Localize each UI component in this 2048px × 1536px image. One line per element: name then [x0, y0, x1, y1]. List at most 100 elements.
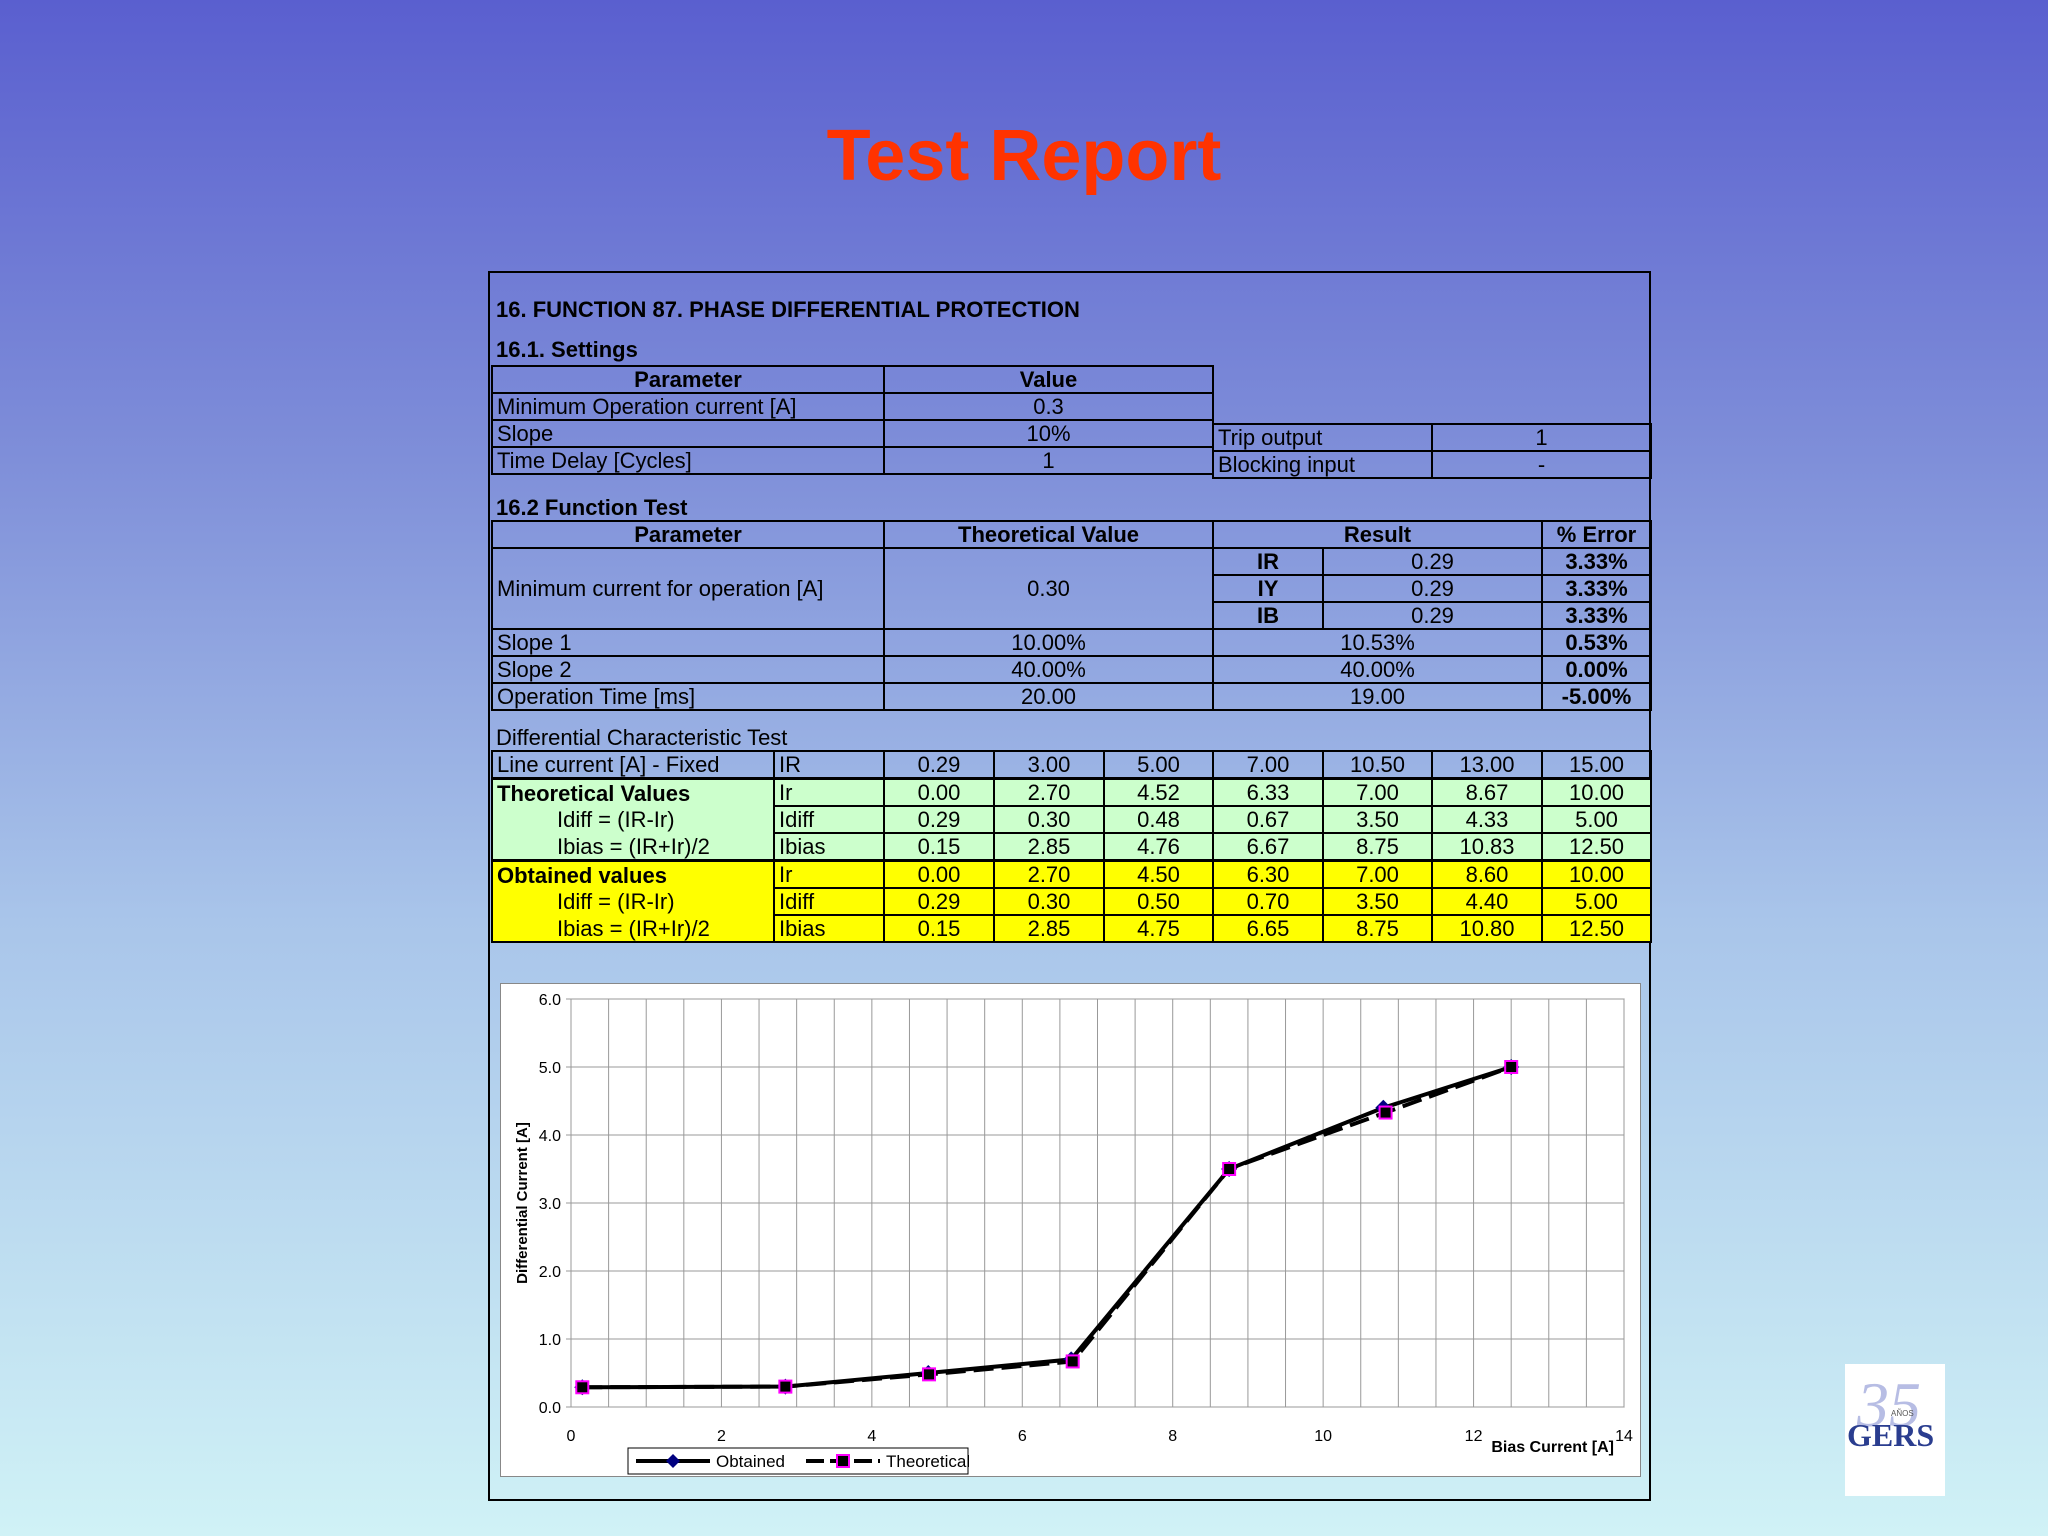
ft-error: 0.53% — [1541, 628, 1653, 657]
ft-header-error: % Error — [1541, 520, 1653, 549]
phase-result: 0.29 — [1322, 574, 1544, 603]
theoretical-value: 0.30 — [993, 805, 1105, 834]
x-tick-label: 12 — [1465, 1428, 1483, 1445]
ft-result: 10.53% — [1212, 628, 1544, 657]
obtained-value: 3.50 — [1322, 887, 1433, 916]
ft-error: -5.00% — [1541, 682, 1653, 711]
phase-result: 0.29 — [1322, 547, 1544, 576]
obtained-value: 6.30 — [1212, 859, 1324, 889]
settings-header-value: Value — [883, 365, 1214, 394]
line-current-value: 15.00 — [1540, 750, 1653, 780]
x-tick-label: 10 — [1314, 1428, 1332, 1445]
phase-label: IR — [1212, 547, 1325, 576]
phase-error: 3.33% — [1541, 601, 1653, 630]
phase-error: 3.33% — [1541, 547, 1653, 576]
obtained-value: 8.75 — [1322, 914, 1433, 943]
obtained-formula-idiff: Idiff = (IR-Ir) — [491, 888, 775, 915]
legend-label-obtained: Obtained — [716, 1452, 785, 1471]
theoretical-value: 7.00 — [1322, 777, 1433, 807]
ft-header-parameter: Parameter — [490, 520, 886, 549]
blocking-input-label: Blocking input — [1212, 450, 1433, 479]
theoretical-value: 8.67 — [1431, 777, 1543, 807]
theoretical-value: 0.29 — [883, 805, 995, 834]
obtained-value: 0.29 — [883, 887, 995, 916]
theoretical-formula-ibias: Ibias = (IR+Ir)/2 — [491, 833, 775, 862]
theoretical-value: 0.00 — [883, 777, 995, 807]
theoretical-row-key: Ir — [773, 777, 885, 807]
y-tick-label: 4.0 — [539, 1128, 561, 1145]
ft-result: 40.00% — [1212, 655, 1544, 684]
settings-param: Minimum Operation current [A] — [491, 392, 885, 421]
y-tick-label: 2.0 — [539, 1264, 561, 1281]
x-tick-label: 2 — [717, 1428, 726, 1445]
ft-param: Slope 2 — [490, 655, 886, 684]
settings-heading: 16.1. Settings — [496, 337, 638, 362]
line-current-value: 7.00 — [1212, 750, 1324, 780]
trip-output-label: Trip output — [1212, 423, 1433, 452]
phase-result: 0.29 — [1322, 601, 1544, 630]
data-point-theoretical — [1504, 1060, 1519, 1074]
obtained-row-key: Ibias — [773, 914, 885, 943]
legend-label-theoretical: Theoretical — [886, 1452, 970, 1471]
phase-error: 3.33% — [1541, 574, 1653, 603]
obtained-value: 0.00 — [883, 859, 995, 889]
characteristic-chart: 0.0 1.0 2.0 3.0 4.0 5.0 6.0 0 2 4 6 8 10 12 14 Differen… — [500, 983, 1641, 1477]
theoretical-value: 4.76 — [1103, 832, 1214, 862]
theoretical-value: 12.50 — [1540, 832, 1653, 862]
obtained-value: 10.80 — [1431, 914, 1543, 943]
x-tick-label: 4 — [867, 1428, 876, 1445]
line-current-value: 13.00 — [1431, 750, 1543, 780]
characteristic-heading: Differential Characteristic Test — [492, 725, 1652, 752]
obtained-value: 2.70 — [993, 859, 1105, 889]
settings-param: Time Delay [Cycles] — [491, 446, 885, 475]
ft-theoretical: 40.00% — [883, 655, 1215, 684]
obtained-value: 7.00 — [1322, 859, 1433, 889]
ft-header-theoretical: Theoretical Value — [883, 520, 1215, 549]
obtained-value: 2.85 — [993, 914, 1105, 943]
theoretical-value: 10.83 — [1431, 832, 1543, 862]
obtained-value: 4.50 — [1103, 859, 1214, 889]
function-test-heading: 16.2 Function Test — [496, 495, 688, 520]
settings-value: 0.3 — [883, 392, 1214, 421]
phase-label: IY — [1212, 574, 1325, 603]
settings-header-parameter: Parameter — [491, 365, 885, 394]
line-current-key: IR — [773, 750, 885, 780]
obtained-value: 10.00 — [1540, 859, 1653, 889]
blocking-input-value: - — [1431, 450, 1652, 479]
theoretical-row-key: Ibias — [773, 832, 885, 862]
x-tick-label: 8 — [1168, 1428, 1177, 1445]
y-axis-label: Differential Current [A] — [514, 1122, 531, 1284]
obtained-value: 0.30 — [993, 887, 1105, 916]
line-current-value: 10.50 — [1322, 750, 1433, 780]
theoretical-label: Theoretical Values — [491, 777, 775, 806]
chart-svg: 0.0 1.0 2.0 3.0 4.0 5.0 6.0 0 2 4 6 8 10 12 14 Differen… — [514, 992, 1633, 1475]
output-settings-table: Trip output 1 Blocking input - — [1212, 423, 1652, 479]
page-title: Test Report — [826, 116, 1222, 196]
ft-theoretical: 20.00 — [883, 682, 1215, 711]
data-point-theoretical — [1065, 1354, 1080, 1369]
legend-marker-obtained — [666, 1454, 680, 1468]
settings-table: Parameter Value Minimum Operation curren… — [491, 365, 1214, 475]
line-current-value: 0.29 — [883, 750, 995, 780]
line-current-value: 5.00 — [1103, 750, 1214, 780]
theoretical-value: 2.85 — [993, 832, 1105, 862]
test-report-sheet: 16. FUNCTION 87. PHASE DIFFERENTIAL PROT… — [488, 271, 1653, 1501]
theoretical-formula-idiff: Idiff = (IR-Ir) — [491, 806, 775, 833]
obtained-value: 5.00 — [1540, 887, 1653, 916]
obtained-value: 4.40 — [1431, 887, 1543, 916]
min-current-theoretical: 0.30 — [883, 547, 1215, 630]
min-current-label: Minimum current for operation [A] — [490, 547, 886, 630]
obtained-value: 0.15 — [883, 914, 995, 943]
obtained-row-key: Ir — [773, 859, 885, 889]
y-tick-label: 5.0 — [539, 1060, 561, 1077]
ft-param: Slope 1 — [490, 628, 886, 657]
obtained-formula-ibias: Ibias = (IR+Ir)/2 — [491, 915, 775, 943]
obtained-value: 0.70 — [1212, 887, 1324, 916]
theoretical-value: 10.00 — [1540, 777, 1653, 807]
obtained-value: 4.75 — [1103, 914, 1214, 943]
gers-logo: 35 AÑOS GERS — [1845, 1364, 1945, 1496]
settings-value: 1 — [883, 446, 1214, 475]
settings-param: Slope — [491, 419, 885, 448]
legend-marker-theoretical — [836, 1454, 850, 1468]
y-tick-label: 6.0 — [539, 992, 561, 1009]
